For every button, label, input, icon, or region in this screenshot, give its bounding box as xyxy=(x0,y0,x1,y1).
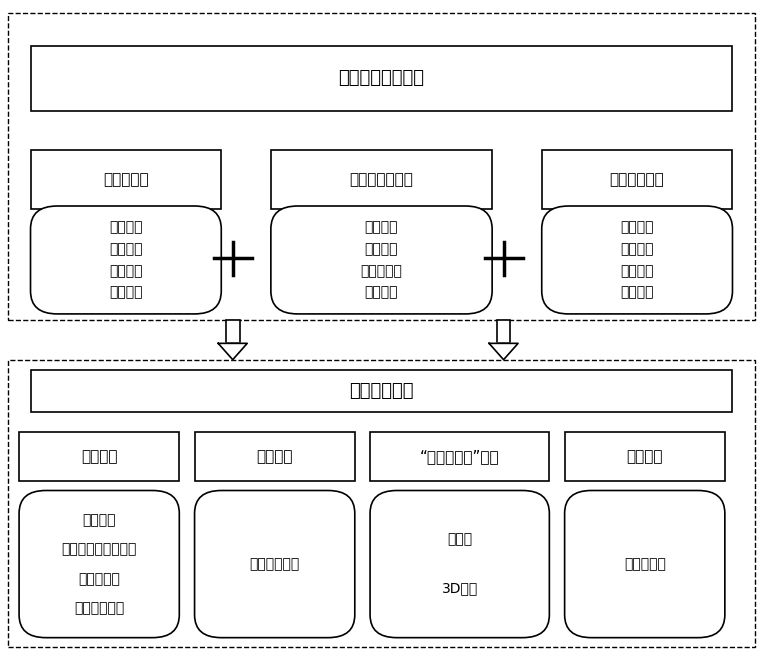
FancyBboxPatch shape xyxy=(195,490,355,638)
Bar xyxy=(195,432,355,481)
Bar xyxy=(31,150,221,209)
Text: 维修预测: 维修预测 xyxy=(365,242,398,256)
Bar xyxy=(497,320,510,343)
Bar xyxy=(565,432,725,481)
Text: 机器人与自动化分拣: 机器人与自动化分拣 xyxy=(62,542,137,557)
Text: 仓内技术: 仓内技术 xyxy=(81,449,118,464)
Bar xyxy=(542,150,732,209)
Text: 供应链预测: 供应链预测 xyxy=(361,264,402,278)
Text: 智能调度: 智能调度 xyxy=(620,285,654,300)
Text: 干线技术: 干线技术 xyxy=(256,449,293,464)
Bar xyxy=(271,150,492,209)
Text: 无人驾驶叉车: 无人驾驶叉车 xyxy=(74,601,124,615)
Text: 全程追溯: 全程追溯 xyxy=(109,220,143,235)
Bar xyxy=(31,46,732,111)
Text: 智能快递柜: 智能快递柜 xyxy=(624,557,665,571)
Text: 智慧作业技术: 智慧作业技术 xyxy=(349,382,414,400)
Bar xyxy=(226,320,240,343)
Text: 可穿戴设备: 可穿戴设备 xyxy=(79,572,120,586)
Text: 冷链控制: 冷链控制 xyxy=(109,264,143,278)
FancyBboxPatch shape xyxy=(370,490,549,638)
Bar xyxy=(31,370,732,412)
Text: 无人驾驶卡车: 无人驾驶卡车 xyxy=(250,557,300,571)
Text: “最后一公里”技术: “最后一公里”技术 xyxy=(420,449,500,464)
Text: 人工智能技术: 人工智能技术 xyxy=(610,173,665,187)
Text: 3D打印: 3D打印 xyxy=(442,581,478,596)
Text: 效率优化: 效率优化 xyxy=(109,285,143,300)
Text: 货物识别: 货物识别 xyxy=(82,513,116,527)
Text: 无人机: 无人机 xyxy=(447,532,472,547)
Text: 安全运输: 安全运输 xyxy=(109,242,143,256)
FancyBboxPatch shape xyxy=(31,206,221,314)
Polygon shape xyxy=(218,343,247,360)
Text: 图像识别: 图像识别 xyxy=(620,242,654,256)
Bar xyxy=(8,360,755,647)
Polygon shape xyxy=(489,343,518,360)
FancyBboxPatch shape xyxy=(271,206,492,314)
Text: 智能运营: 智能运营 xyxy=(620,220,654,235)
FancyBboxPatch shape xyxy=(565,490,725,638)
Text: 智慧数据底盘技术: 智慧数据底盘技术 xyxy=(339,69,424,88)
FancyBboxPatch shape xyxy=(542,206,732,314)
Text: 末端技术: 末端技术 xyxy=(626,449,663,464)
Text: 网络规划: 网络规划 xyxy=(365,285,398,300)
Bar xyxy=(8,13,755,320)
Text: 需求预测: 需求预测 xyxy=(365,220,398,235)
FancyBboxPatch shape xyxy=(19,490,179,638)
Bar xyxy=(19,432,179,481)
Bar xyxy=(370,432,549,481)
Text: 决策辅助: 决策辅助 xyxy=(620,264,654,278)
Text: 大数据分析技术: 大数据分析技术 xyxy=(349,173,414,187)
Text: 物联网技术: 物联网技术 xyxy=(103,173,149,187)
